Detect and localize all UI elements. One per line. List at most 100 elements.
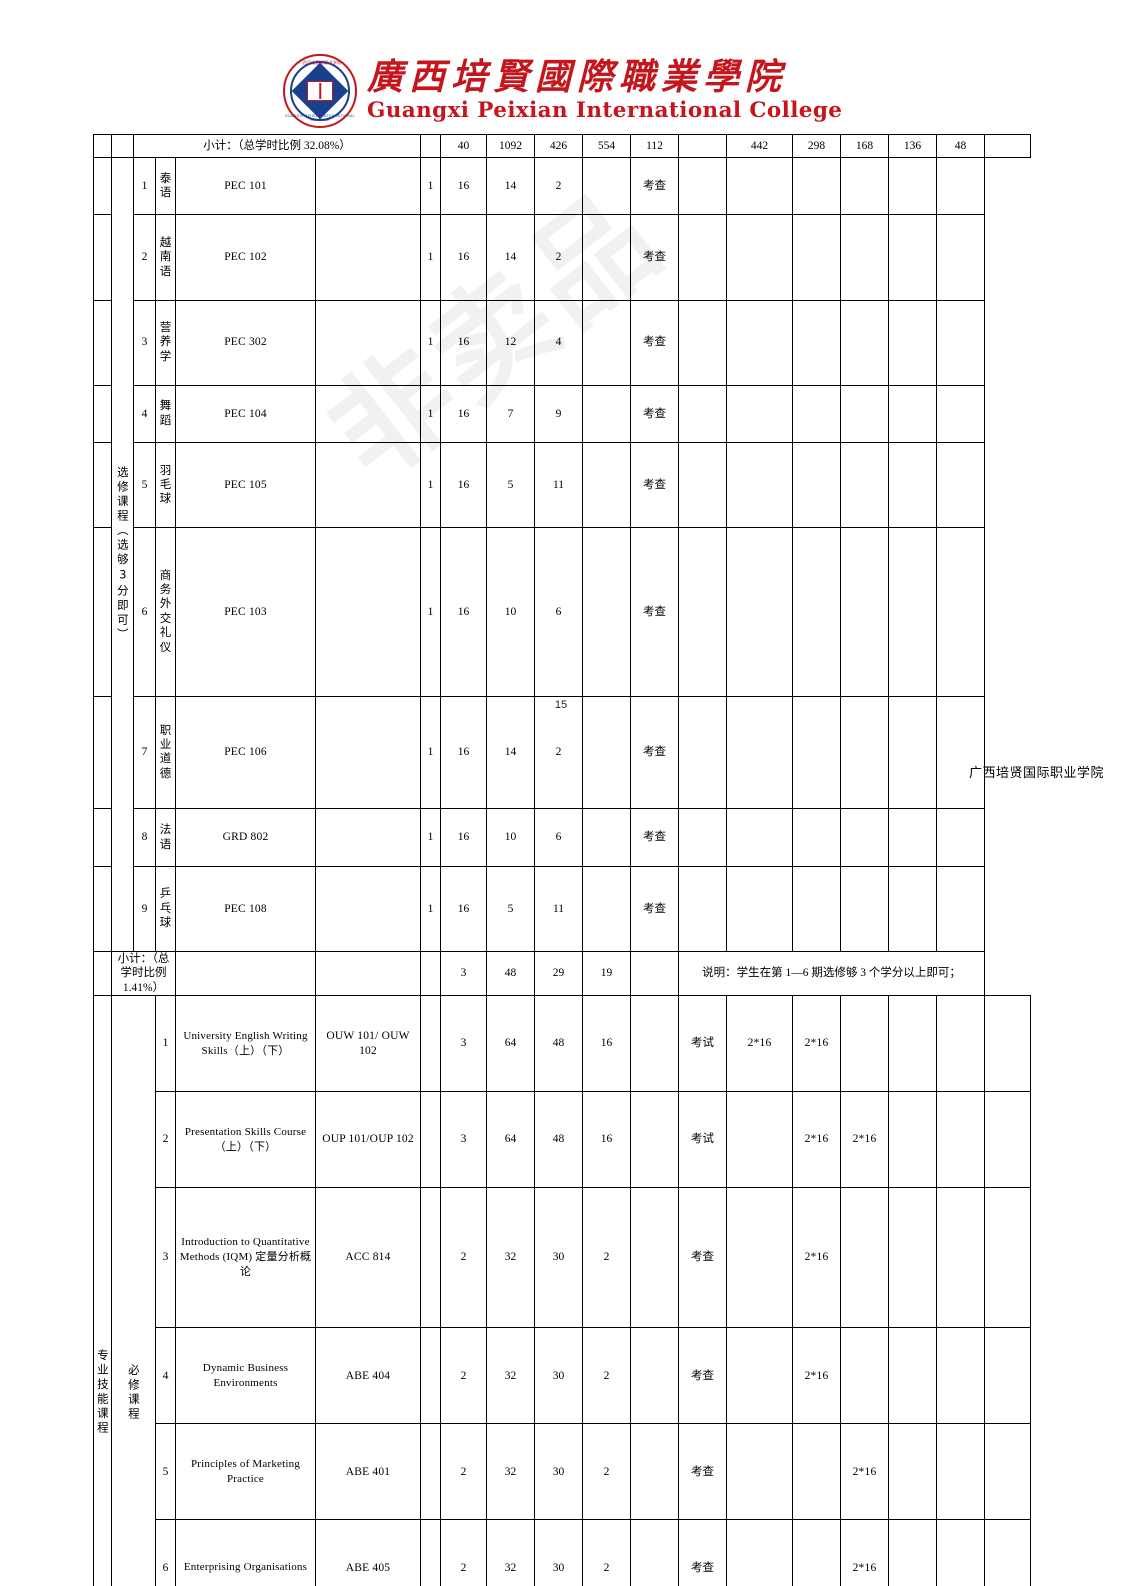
college-seal-icon: 广西培贤国际职业学院 GUANGXI PEIXIAN INTERNATIONAL…: [283, 54, 357, 128]
spacer-cell: [421, 1520, 441, 1586]
semester-s3-value: [793, 443, 841, 528]
course-name: University English Writing Skills（上）（下）: [176, 996, 316, 1092]
credit-value: 1: [421, 215, 441, 300]
seal-en-text: GUANGXI PEIXIAN INTERNATIONAL COLLEGE: [285, 114, 355, 122]
course-name: Presentation Skills Course （上）（下）: [176, 1092, 316, 1188]
theory-hours-value: 48: [535, 996, 583, 1092]
semester-s2-value: [727, 528, 793, 696]
practice-hours-value: 2: [583, 1520, 631, 1586]
row-number: 9: [134, 866, 156, 951]
total-hours-value: 16: [441, 443, 487, 528]
table-row: 9乒乓球PEC 108116511考查: [94, 866, 1031, 951]
theory-hours-value: 48: [535, 1092, 583, 1188]
total-hours-value: 16: [441, 866, 487, 951]
exam-type-value: 考查: [631, 215, 679, 300]
semester-s3-value: [793, 696, 841, 809]
subtotal-top-s4: 136: [889, 135, 937, 158]
credit-value: 1: [421, 443, 441, 528]
semester-s1-value: [727, 1520, 793, 1586]
spacer-cell: [316, 158, 421, 215]
practice-hours-value: 6: [535, 809, 583, 866]
semester-s1-value: [679, 158, 727, 215]
spacer-cell: [421, 135, 441, 158]
row-number: 2: [134, 215, 156, 300]
subtotal-top-exam: [679, 135, 727, 158]
credit-value: 2: [441, 1328, 487, 1424]
total-hours-value: 32: [487, 1188, 535, 1328]
header-title-block: 廣西培賢國際職業學院 Guangxi Peixian International…: [367, 59, 842, 122]
spacer-cell: [94, 866, 112, 951]
spacer-cell: [316, 866, 421, 951]
semester-s2-value: 2*16: [793, 1328, 841, 1424]
subtotal-elective-label: 小计：（总学时比例1.41%）: [112, 952, 176, 996]
semester-s2-value: [793, 1520, 841, 1586]
theory-hours-value: 12: [487, 300, 535, 385]
course-code: PEC 105: [176, 443, 316, 528]
course-name: 舞蹈: [156, 385, 176, 442]
theory-hours-value: 5: [487, 443, 535, 528]
total-hours-value: 16: [441, 385, 487, 442]
course-code: PEC 106: [176, 696, 316, 809]
total-hours-value: 16: [441, 215, 487, 300]
semester-s3-value: [793, 866, 841, 951]
course-name: Principles of Marketing Practice: [176, 1424, 316, 1520]
exam-type-value: 考查: [631, 866, 679, 951]
subtotal-top-s3: 168: [841, 135, 889, 158]
semester-s4-value: [889, 1188, 937, 1328]
semester-s4-value: [889, 1328, 937, 1424]
course-name: Enterprising Organisations: [176, 1520, 316, 1586]
theory-hours-value: 5: [487, 866, 535, 951]
practice-hours-value: 2: [535, 158, 583, 215]
course-name: 羽毛球: [156, 443, 176, 528]
spacer-cell: [94, 215, 112, 300]
other-hours-value: [583, 215, 631, 300]
semester-s5-value: [889, 528, 937, 696]
table-row: 4Dynamic Business EnvironmentsABE 404232…: [94, 1328, 1031, 1424]
practice-hours-value: 11: [535, 866, 583, 951]
theory-hours-value: 7: [487, 385, 535, 442]
table-row: 专业技能课程必修课程1University English Writing Sk…: [94, 996, 1031, 1092]
other-hours-value: [631, 1328, 679, 1424]
semester-s5-value: [889, 385, 937, 442]
semester-s5-value: [889, 809, 937, 866]
exam-type-value: 考查: [631, 300, 679, 385]
practice-hours-value: 4: [535, 300, 583, 385]
semester-s2-value: 2*16: [793, 1188, 841, 1328]
semester-s4-value: [889, 1424, 937, 1520]
spacer-cell: [421, 1188, 441, 1328]
course-code: PEC 103: [176, 528, 316, 696]
course-code: ACC 814: [316, 1188, 421, 1328]
semester-s4-value: [841, 866, 889, 951]
semester-s1-value: [679, 528, 727, 696]
semester-s6-value: [985, 1328, 1031, 1424]
table-row: 6Enterprising OrganisationsABE 405232302…: [94, 1520, 1031, 1586]
spacer-cell: [94, 952, 112, 996]
spacer-cell: [316, 215, 421, 300]
theory-hours-value: 30: [535, 1520, 583, 1586]
theory-hours-value: 30: [535, 1188, 583, 1328]
table-row: 5Principles of Marketing PracticeABE 401…: [94, 1424, 1031, 1520]
row-number: 3: [156, 1188, 176, 1328]
row-number: 7: [134, 696, 156, 809]
exam-type-value: 考查: [679, 1424, 727, 1520]
semester-s6-value: [985, 1092, 1031, 1188]
credit-value: 1: [421, 696, 441, 809]
spacer-cell: [94, 135, 112, 158]
exam-type-value: 考查: [679, 1328, 727, 1424]
table-row: 3Introduction to Quantitative Methods (I…: [94, 1188, 1031, 1328]
semester-s2-value: [727, 385, 793, 442]
practice-hours-value: 2: [535, 215, 583, 300]
spacer-cell: [421, 1092, 441, 1188]
semester-s2-value: [727, 215, 793, 300]
exam-type-value: 考试: [679, 996, 727, 1092]
exam-type-value: 考查: [679, 1520, 727, 1586]
course-name: 泰语: [156, 158, 176, 215]
table-row: 2Presentation Skills Course （上）（下）OUP 10…: [94, 1092, 1031, 1188]
other-hours-value: [583, 443, 631, 528]
semester-s5-value: [937, 996, 985, 1092]
total-hours-value: 32: [487, 1520, 535, 1586]
college-name-cn: 廣西培賢國際職業學院: [367, 59, 842, 97]
subtotal-top-practice: 554: [583, 135, 631, 158]
